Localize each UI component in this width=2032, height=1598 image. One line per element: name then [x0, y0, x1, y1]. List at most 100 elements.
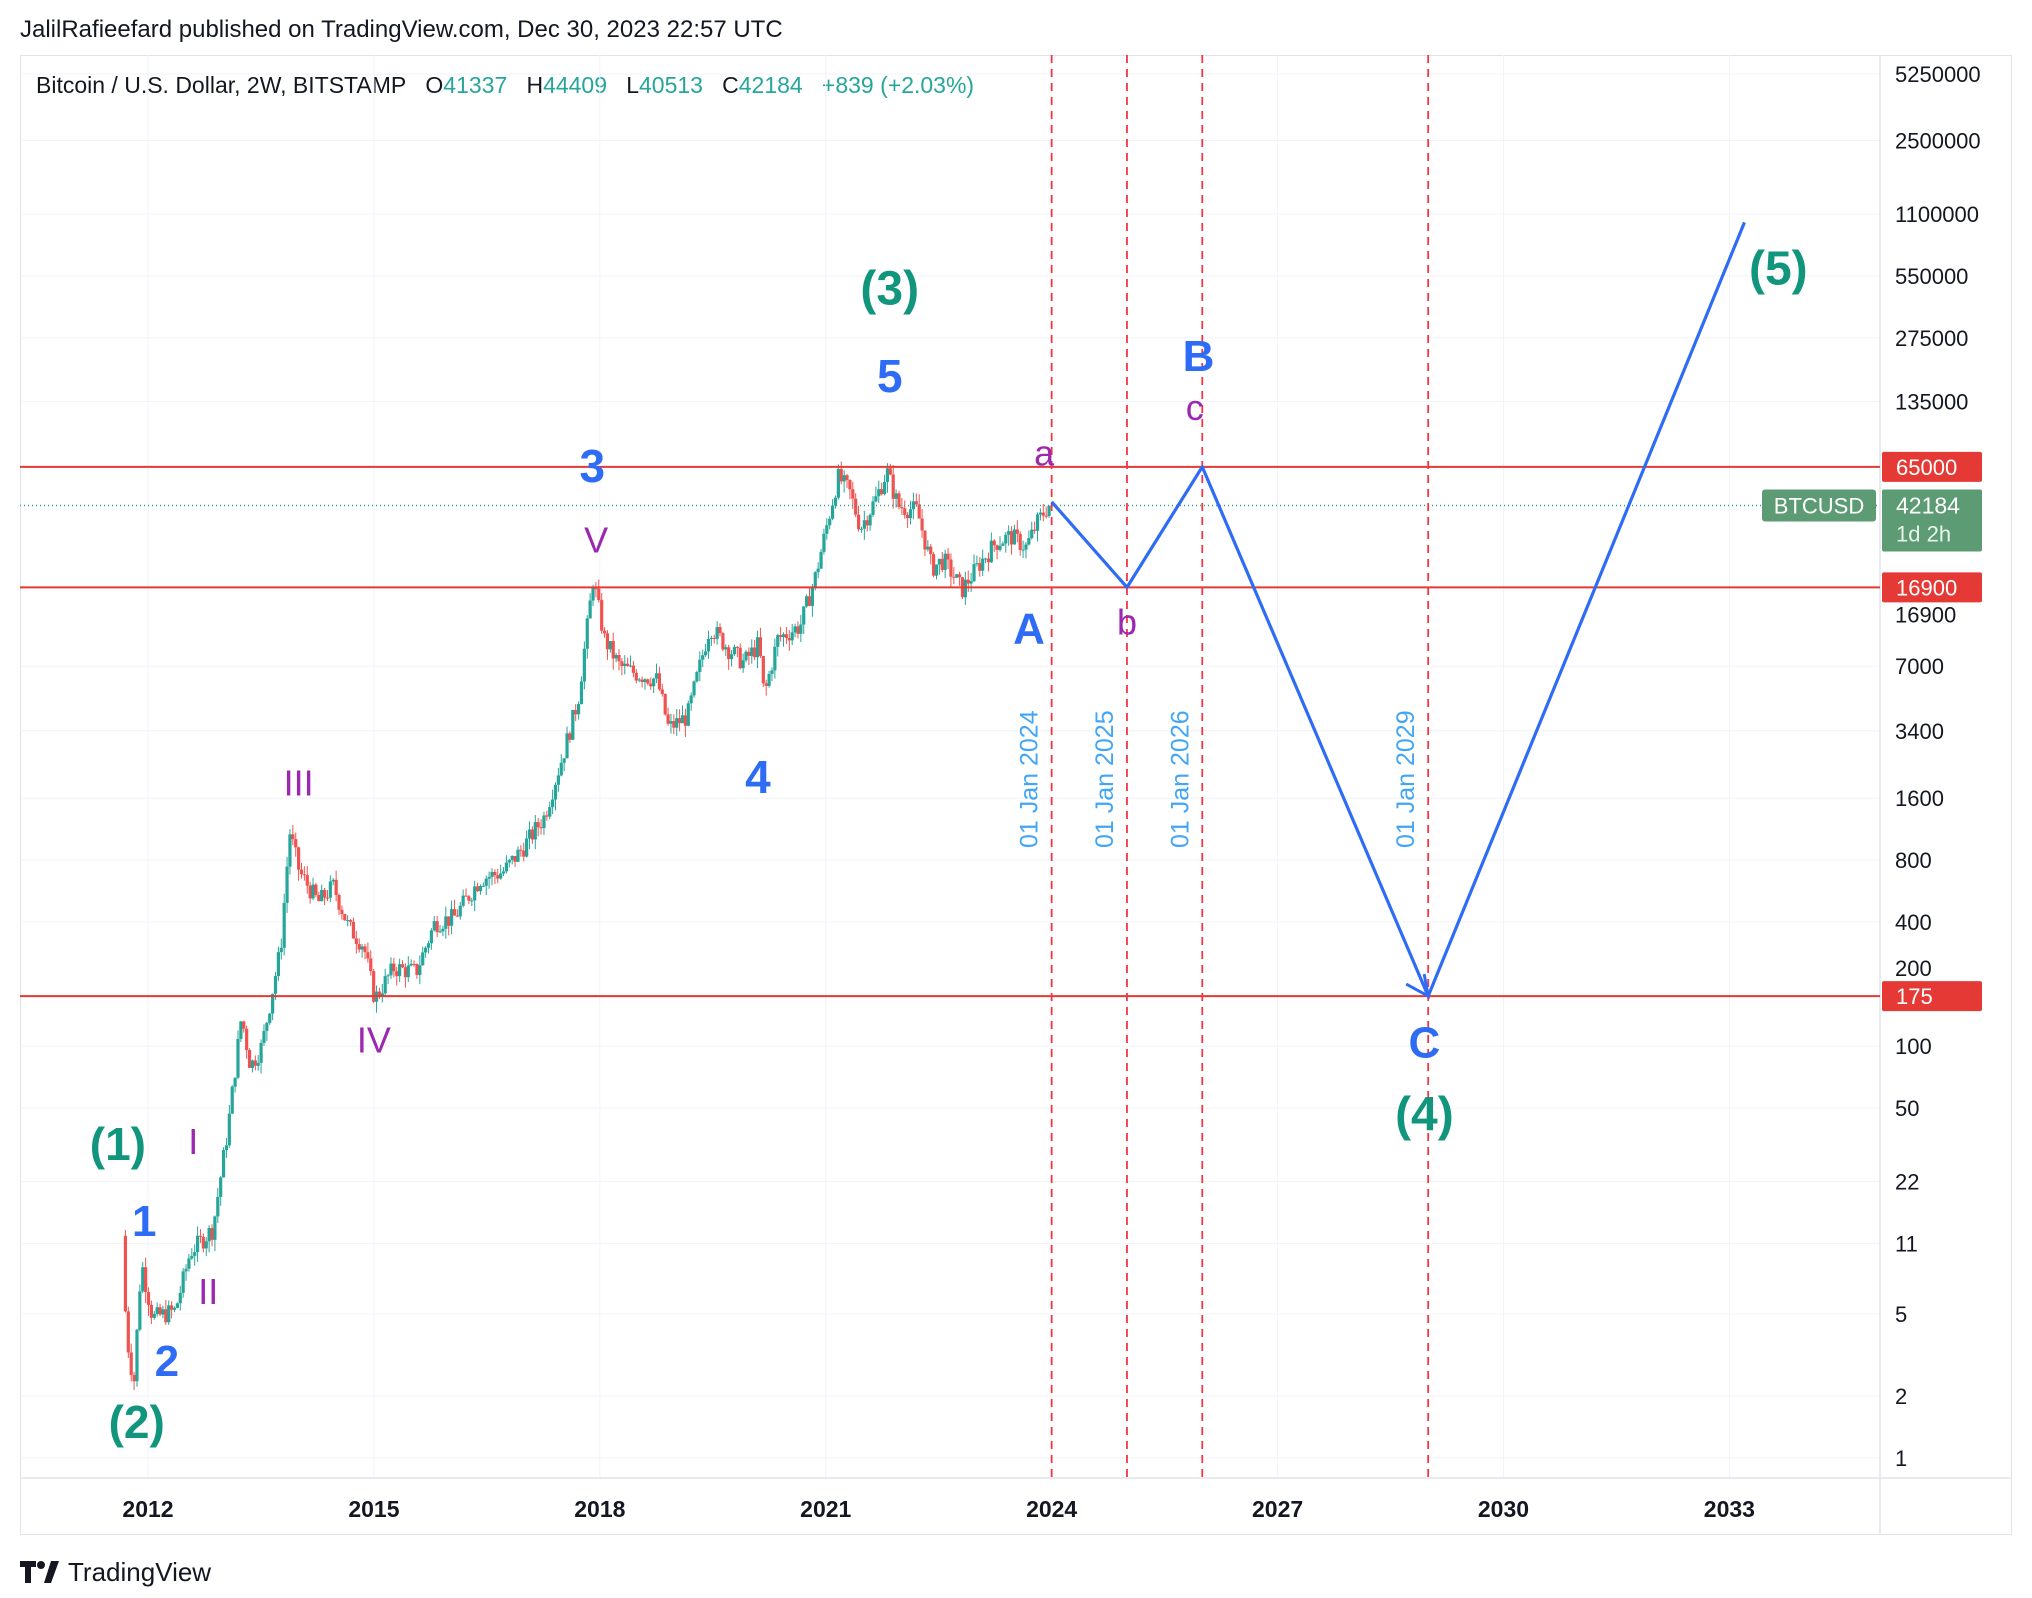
- candle-body: [758, 637, 763, 657]
- tradingview-brand[interactable]: TradingView: [20, 1556, 211, 1588]
- candle-body: [906, 514, 910, 519]
- candle-body: [969, 581, 973, 584]
- candle-body: [221, 1150, 226, 1178]
- candle-body: [510, 856, 514, 860]
- wave-label: V: [584, 519, 608, 560]
- candle-body: [955, 574, 959, 578]
- candle-body: [190, 1255, 194, 1259]
- candle-body: [957, 574, 962, 578]
- candle-body: [144, 1267, 148, 1293]
- candle-body: [776, 635, 780, 647]
- candle-body: [747, 651, 751, 656]
- candle-body: [602, 630, 607, 634]
- candle-body: [900, 506, 904, 509]
- candle-body: [848, 479, 852, 490]
- candle-body: [634, 672, 638, 681]
- wave-label: IV: [357, 1020, 391, 1061]
- candle-body: [438, 931, 442, 933]
- candle-body: [1035, 514, 1040, 531]
- candle-body: [822, 533, 826, 552]
- x-tick-label: 2012: [122, 1496, 173, 1522]
- candle-body: [908, 509, 913, 519]
- candle-body: [354, 938, 358, 944]
- candle-body: [698, 659, 702, 673]
- candle-body: [854, 498, 858, 515]
- candle-body: [343, 914, 347, 921]
- candle-body: [810, 587, 814, 606]
- candle-body: [874, 496, 878, 502]
- candle-body: [519, 849, 523, 851]
- candle-body: [807, 596, 812, 606]
- y-tick-label: 100: [1895, 1034, 1932, 1059]
- wave-label: (5): [1749, 242, 1808, 295]
- candle-body: [227, 1113, 231, 1146]
- tradingview-logo-icon: [20, 1561, 59, 1583]
- candle-body: [415, 963, 419, 975]
- y-tick-label: 11: [1895, 1232, 1918, 1257]
- candle-body: [715, 627, 719, 639]
- candle-body: [386, 975, 390, 977]
- candle-body: [409, 963, 413, 966]
- candle-body: [473, 886, 477, 901]
- candle-body: [297, 847, 301, 870]
- candle-body: [424, 947, 428, 953]
- candle-body: [435, 921, 439, 933]
- date-marker-label: 01 Jan 2025: [1091, 710, 1119, 848]
- candle-body: [1038, 512, 1043, 515]
- candle-body: [184, 1268, 188, 1272]
- candle-body: [692, 681, 696, 696]
- candle-body: [678, 718, 682, 724]
- candle-body: [779, 635, 783, 638]
- candle-body: [351, 921, 356, 939]
- candle-body: [123, 1235, 128, 1312]
- bar-timer-label: 1d 2h: [1896, 522, 1951, 547]
- candle-body: [640, 679, 644, 682]
- candle-body: [1041, 512, 1045, 516]
- candle-body: [496, 875, 500, 879]
- candle-body: [608, 641, 612, 650]
- candle-body: [193, 1252, 197, 1256]
- candle-body: [989, 540, 993, 563]
- candle-body: [527, 829, 532, 839]
- candle-body: [279, 947, 283, 953]
- candle-body: [288, 834, 292, 867]
- candle-body: [265, 1022, 269, 1031]
- candle-body: [204, 1241, 208, 1249]
- candle-body: [461, 895, 465, 906]
- candle-body: [1047, 505, 1051, 516]
- candle-body: [245, 1028, 249, 1050]
- candle-body: [366, 952, 370, 959]
- wave-label: 5: [877, 350, 903, 402]
- candle-body: [978, 563, 982, 571]
- candle-body: [926, 546, 930, 550]
- wave-label: (4): [1395, 1088, 1454, 1141]
- level-badge: [1882, 572, 1982, 603]
- candle-body: [600, 600, 604, 631]
- candle-body: [646, 679, 650, 684]
- candle-body: [998, 545, 1002, 550]
- candle-body: [675, 718, 679, 728]
- candle-body: [377, 991, 382, 996]
- candle-body: [666, 714, 670, 724]
- candle-body: [773, 646, 777, 671]
- candle-body: [389, 963, 393, 976]
- candle-body: [992, 540, 996, 546]
- candle-body: [447, 916, 451, 926]
- candle-body: [501, 871, 506, 874]
- candle-body: [380, 993, 384, 996]
- candle-body: [311, 884, 315, 899]
- candle-body: [181, 1271, 185, 1293]
- candle-body: [802, 606, 806, 625]
- projection-arrowhead: [1405, 973, 1431, 999]
- candle-body: [348, 920, 353, 922]
- candle-body: [167, 1305, 171, 1323]
- candle-body: [467, 896, 471, 901]
- candle-body: [149, 1304, 154, 1318]
- candle-body: [164, 1309, 168, 1323]
- candle-body: [484, 878, 488, 886]
- candle-body: [865, 520, 869, 526]
- chart-panel[interactable]: [20, 55, 2012, 1535]
- candle-body: [859, 528, 864, 530]
- candle-body: [155, 1307, 159, 1314]
